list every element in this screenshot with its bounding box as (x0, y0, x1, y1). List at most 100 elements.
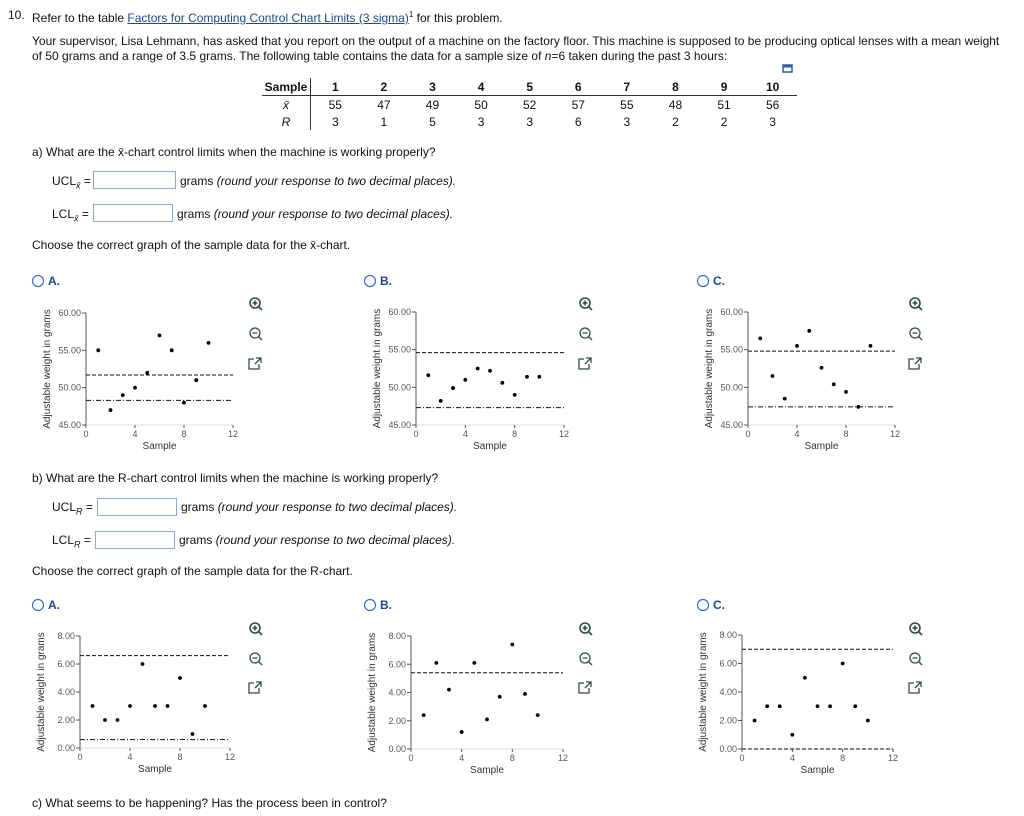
radio-button[interactable] (363, 598, 377, 612)
icon-part (582, 657, 593, 666)
zoom-in-icon[interactable] (249, 622, 263, 636)
ucl-input[interactable] (93, 171, 176, 189)
icon-part (912, 657, 923, 666)
table-icon[interactable] (782, 64, 794, 74)
y-tick-label: 0.00 (57, 743, 75, 753)
data-point (497, 694, 502, 699)
table-cell: 47 (377, 97, 391, 112)
data-table: Sample 1 2 3 4 5 6 7 8 9 10 x̄ 55 47 49 50 52 57 55 48 51 56 R… (262, 78, 797, 130)
radio-button[interactable] (696, 598, 710, 612)
zoom-in-icon[interactable] (249, 297, 263, 311)
data-point (815, 704, 820, 709)
data-point (169, 348, 174, 353)
table-cell: 2 (720, 114, 728, 129)
data-point (206, 340, 211, 345)
x-tick-label: 0 (83, 429, 88, 439)
popout-icon[interactable] (248, 357, 262, 370)
zoom-in-icon[interactable] (579, 622, 593, 636)
data-point (770, 374, 775, 378)
radio-button[interactable] (696, 274, 710, 288)
x-tick-label: 12 (228, 429, 238, 439)
x-tick-label: 8 (177, 752, 182, 762)
table-cell: 5 (429, 114, 436, 129)
data-point (434, 660, 439, 665)
table-cell: 2 (672, 114, 679, 129)
y-tick-label: 45.00 (388, 420, 411, 430)
table-cell: 3 (331, 114, 339, 129)
table-cell: 48 (668, 97, 683, 112)
zoom-out-icon[interactable] (579, 652, 593, 666)
zoom-in-icon[interactable] (579, 297, 593, 311)
lcl-input[interactable] (93, 204, 173, 222)
table-cell: 4 (456, 78, 506, 96)
x-tick-label: 8 (840, 753, 845, 763)
x-tick-label: 4 (790, 753, 795, 763)
option-label: B. (380, 274, 392, 288)
option-label: B. (380, 598, 392, 612)
data-point (831, 382, 836, 387)
zoom-out-icon[interactable] (249, 327, 263, 341)
y-axis-label: Adjustable weight in grams (367, 633, 378, 753)
icon-part (579, 622, 591, 634)
icon-part (582, 625, 593, 636)
zoom-out-icon[interactable] (909, 652, 923, 666)
subscript: R (76, 506, 83, 517)
popout-icon[interactable] (578, 681, 592, 694)
table-cell: 3 (623, 114, 631, 129)
zoom-out-icon[interactable] (909, 327, 923, 341)
data-point (525, 374, 529, 379)
table-cell: 2 (359, 78, 409, 96)
question-number: 10. (8, 8, 25, 22)
x-tick-label: 12 (225, 752, 235, 762)
table-cell: R (262, 113, 311, 130)
data-point (828, 704, 832, 709)
icon-part (248, 681, 262, 694)
unit: grams (180, 174, 214, 188)
popout-icon[interactable] (908, 357, 922, 370)
table-cell: 50 (474, 97, 488, 112)
radio-button[interactable] (31, 598, 45, 612)
zoom-in-icon[interactable] (909, 622, 923, 636)
data-point (777, 704, 782, 709)
zoom-in-icon[interactable] (909, 297, 923, 311)
table-cell: 49 (425, 97, 440, 112)
y-tick-label: 8.00 (57, 631, 75, 641)
option-label: A. (48, 274, 60, 288)
data-point (133, 385, 137, 390)
y-tick-label: 55.00 (388, 345, 411, 355)
data-point (853, 704, 858, 709)
popout-icon[interactable] (908, 681, 922, 694)
radio-button[interactable] (363, 274, 377, 288)
table-cell: 52 (522, 97, 537, 112)
icon-part (582, 332, 593, 341)
zoom-out-icon[interactable] (249, 652, 263, 666)
data-point (463, 377, 468, 382)
icon-part (579, 327, 591, 339)
table-cell: 1 (310, 78, 360, 96)
data-point (865, 718, 870, 723)
ref-link[interactable]: Factors for Computing Control Chart Limi… (127, 11, 409, 25)
lcl-r-input[interactable] (95, 531, 175, 549)
part-a-choose: Choose the correct graph of the sample d… (32, 238, 351, 252)
data-point (819, 365, 824, 370)
popout-icon[interactable] (578, 357, 592, 370)
popout-icon[interactable] (248, 681, 262, 694)
ucl-r-input[interactable] (97, 498, 177, 516)
label: LCL (52, 207, 75, 221)
x-tick-label: 0 (739, 753, 744, 763)
data-point (844, 389, 848, 394)
y-tick-label: 55.00 (720, 345, 743, 355)
radio-button[interactable] (31, 274, 45, 288)
icon-part (578, 357, 592, 370)
note: (round your response to two decimal plac… (216, 174, 457, 188)
part-b-choose: Choose the correct graph of the sample d… (32, 564, 353, 578)
data-point (485, 717, 489, 722)
table-cell: 6 (553, 78, 603, 96)
data-point (447, 687, 451, 692)
zoom-out-icon[interactable] (579, 327, 593, 341)
icon-part (252, 332, 263, 341)
option-label: C. (713, 598, 725, 612)
lcl-r-unit: grams (round your response to two decima… (179, 533, 455, 547)
y-axis-label: Adjustable weight in grams (704, 309, 715, 429)
intro-variable: n (544, 49, 552, 63)
